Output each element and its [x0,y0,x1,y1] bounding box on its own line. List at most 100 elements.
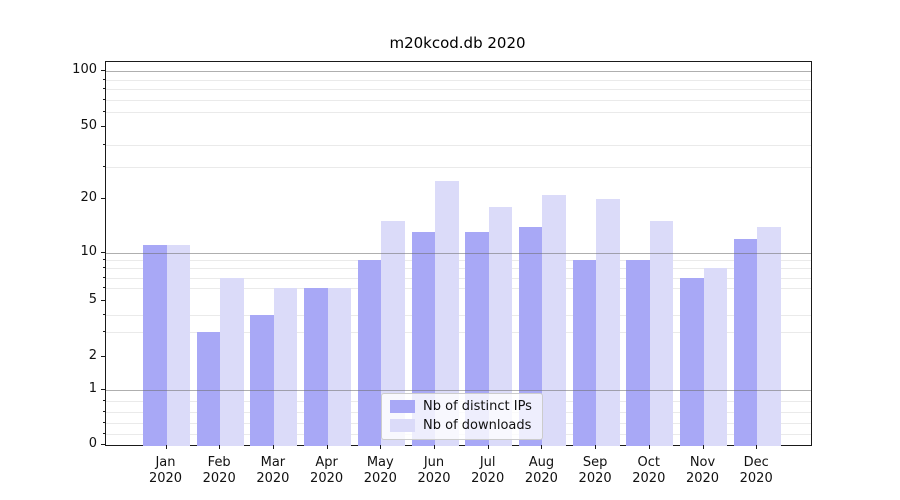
legend-label-downloads: Nb of downloads [423,418,532,433]
bar-jul-downloads [488,207,513,446]
bar-oct-downloads [649,221,674,446]
y-minor-tick-mark [102,411,105,413]
bar-jun-downloads [435,181,459,446]
x-tick-label-year: 2020 [632,471,666,486]
x-tick-label-year: 2020 [524,471,558,486]
y-minor-tick-mark [102,143,105,145]
y-minor-tick-mark [102,267,105,269]
major-gridlines-layer [106,62,811,445]
x-tick-label: Apr 2020 [287,455,367,487]
legend-row-downloads: Nb of downloads [390,418,532,433]
bar-may-distinct-ips [357,260,382,446]
gridline-minor [106,79,811,81]
y-minor-tick-mark [102,111,105,113]
x-tick-label-year: 2020 [148,471,183,486]
y-minor-tick-mark [102,166,105,168]
y-tick-label: 50 [80,118,97,133]
x-tick-mark [380,445,382,449]
y-tick-mark [101,70,105,71]
bar-nov-distinct-ips [680,277,704,446]
x-tick-label: Jun 2020 [394,455,474,487]
bar-jan-downloads [166,245,190,446]
bar-mar-distinct-ips [250,314,274,446]
x-tick-label: Feb 2020 [179,455,259,487]
x-tick-mark [648,445,650,449]
y-tick-mark [101,356,105,357]
y-tick-mark [101,126,105,127]
legend: Nb of distinct IPs Nb of downloads [381,393,543,440]
legend-label-distinct-ips: Nb of distinct IPs [423,399,532,414]
y-minor-tick-mark [102,78,105,80]
x-tick-mark [219,445,221,449]
x-tick-label: Mar 2020 [233,455,313,487]
x-tick-label-year: 2020 [363,471,397,486]
gridline-minor [106,89,811,91]
x-tick-label-year: 2020 [578,471,612,486]
gridline-minor [106,99,811,101]
bar-aug-downloads [542,195,566,446]
x-tick-mark [165,445,167,449]
y-tick-label: 0 [88,436,97,451]
x-tick-label: Jul 2020 [448,455,528,487]
x-tick-label: Sep 2020 [555,455,635,487]
x-tick-label-year: 2020 [685,471,720,486]
y-tick-label: 100 [72,62,97,77]
gridline-minor [106,288,811,290]
gridline-minor [106,112,811,114]
bar-dec-distinct-ips [733,238,758,446]
gridline-major [106,71,811,72]
bar-sep-distinct-ips [572,260,597,446]
y-tick-label: 5 [88,292,97,307]
y-minor-tick-mark [102,259,105,261]
gridline-minor [106,144,811,146]
plot-area: Nb of distinct IPs Nb of downloads [105,61,812,446]
bar-jun-distinct-ips [411,232,435,446]
x-tick-mark [326,445,328,449]
x-tick-mark [272,445,274,449]
x-tick-label: Jan 2020 [126,455,206,487]
legend-swatch-downloads [390,419,415,432]
legend-row-distinct-ips: Nb of distinct IPs [390,399,532,414]
y-minor-tick-mark [102,276,105,278]
y-minor-tick-mark [102,313,105,315]
gridline-minor [106,167,811,169]
x-tick-label-year: 2020 [256,471,290,486]
x-tick-label-year: 2020 [202,471,236,486]
bar-jan-distinct-ips [143,245,167,446]
y-tick-mark [101,444,105,445]
x-tick-label-year: 2020 [417,471,451,486]
bar-jul-distinct-ips [465,232,489,446]
gridline-minor [106,260,811,262]
gridline-major [106,252,811,254]
bar-oct-distinct-ips [626,260,650,446]
bar-feb-downloads [220,277,244,446]
y-minor-tick-mark [102,422,105,424]
bar-nov-downloads [703,268,727,446]
gridline-minor [106,277,811,279]
y-minor-tick-mark [102,287,105,289]
gridline-minor [106,268,811,270]
bar-apr-downloads [327,288,352,446]
y-tick-label: 10 [80,243,97,259]
chart-title: m20kcod.db 2020 [389,34,526,52]
x-tick-label: Oct 2020 [609,455,689,487]
y-tick-mark [101,198,105,199]
x-tick-mark [434,445,435,449]
x-tick-mark [756,445,758,449]
y-tick-label: 1 [88,381,97,397]
y-minor-tick-mark [102,88,105,90]
y-tick-label: 2 [88,348,97,363]
x-tick-label-year: 2020 [739,471,773,486]
x-tick-label: Nov 2020 [663,455,743,487]
x-tick-mark [595,445,597,449]
y-tick-label: 20 [80,190,97,205]
bar-mar-downloads [273,288,298,446]
y-tick-mark [101,251,105,253]
x-tick-label-year: 2020 [471,471,505,486]
bar-apr-distinct-ips [304,288,328,446]
x-tick-mark [487,445,489,449]
bar-sep-downloads [596,199,620,446]
legend-swatch-distinct-ips [390,400,415,413]
x-tick-label: Aug 2020 [501,455,581,487]
